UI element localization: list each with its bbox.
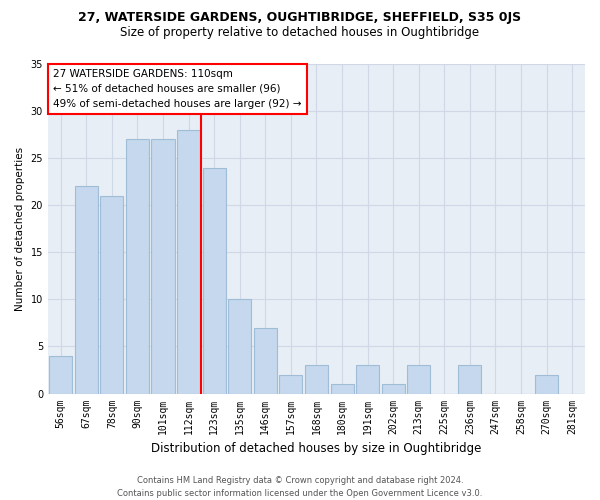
Bar bbox=[280, 374, 302, 394]
Bar bbox=[356, 366, 379, 394]
X-axis label: Distribution of detached houses by size in Oughtibridge: Distribution of detached houses by size … bbox=[151, 442, 482, 455]
Bar bbox=[49, 356, 72, 394]
Bar bbox=[75, 186, 98, 394]
Text: Contains HM Land Registry data © Crown copyright and database right 2024.
Contai: Contains HM Land Registry data © Crown c… bbox=[118, 476, 482, 498]
Y-axis label: Number of detached properties: Number of detached properties bbox=[15, 146, 25, 311]
Bar bbox=[126, 140, 149, 394]
Bar bbox=[458, 366, 481, 394]
Text: 27, WATERSIDE GARDENS, OUGHTIBRIDGE, SHEFFIELD, S35 0JS: 27, WATERSIDE GARDENS, OUGHTIBRIDGE, SHE… bbox=[79, 11, 521, 24]
Bar bbox=[331, 384, 353, 394]
Bar bbox=[100, 196, 124, 394]
Bar bbox=[382, 384, 404, 394]
Bar bbox=[254, 328, 277, 394]
Bar bbox=[407, 366, 430, 394]
Bar bbox=[228, 300, 251, 394]
Bar bbox=[203, 168, 226, 394]
Text: Size of property relative to detached houses in Oughtibridge: Size of property relative to detached ho… bbox=[121, 26, 479, 39]
Bar bbox=[305, 366, 328, 394]
Bar bbox=[151, 140, 175, 394]
Bar bbox=[535, 374, 558, 394]
Text: 27 WATERSIDE GARDENS: 110sqm
← 51% of detached houses are smaller (96)
49% of se: 27 WATERSIDE GARDENS: 110sqm ← 51% of de… bbox=[53, 69, 302, 108]
Bar bbox=[177, 130, 200, 394]
